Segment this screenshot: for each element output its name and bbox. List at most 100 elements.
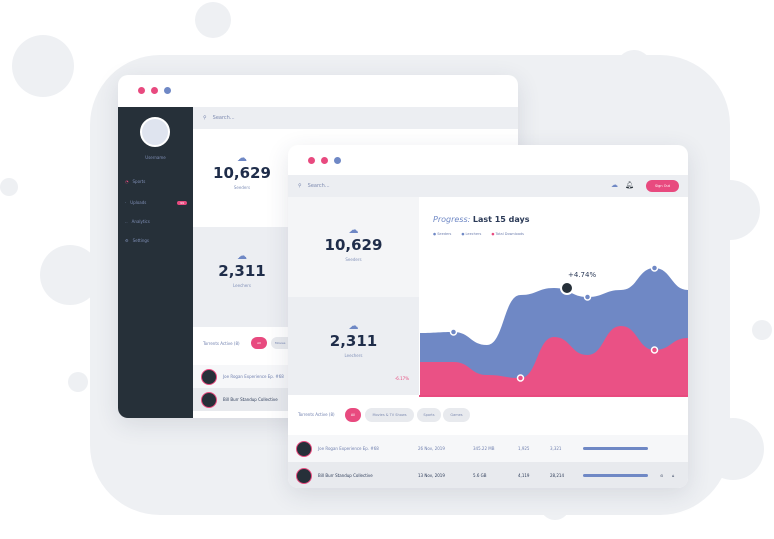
search-icon: ⚲ [298,183,302,189]
minimize-dot[interactable] [321,157,328,164]
upload-cloud-icon: ☁ [348,225,359,236]
filter-sports[interactable]: Sports [417,408,441,422]
bg-circle [0,178,18,196]
chart-annotation: +4.74% [568,271,596,279]
filter-all[interactable]: All [345,408,361,422]
nav-label: Settings [132,238,149,243]
row-progress-bar [583,447,648,450]
sign-out-button[interactable]: Sign Out [646,180,679,192]
bg-circle [12,35,74,97]
bell-icon[interactable]: 🔔︎ [625,181,634,189]
downloads-area [420,326,688,395]
sidebar: Username ◔ Sports · Uploads 99 ‥ Analytics ⚙… [118,107,193,418]
front-window: ⚲ Search... ☁ 🔔︎ Sign Out ☁ 10,629 Seeders … [288,145,688,488]
row-progress-bar [583,474,648,477]
row-uploads: 3,321 [550,446,562,451]
row-uploads: 28,214 [550,473,564,478]
close-dot[interactable] [308,157,315,164]
row-name: Bill Burr Standup Collective [223,397,278,402]
bg-circle [686,128,706,148]
minimize-dot[interactable] [151,87,158,94]
highlight-point[interactable] [560,281,574,295]
leechers-label: Leechers [232,283,251,288]
chart-title: Progress: Last 15 days [433,215,530,224]
sidebar-item-settings[interactable]: ⚙ Settings [125,238,187,243]
data-point[interactable] [583,293,592,301]
bg-circle [40,245,100,305]
row-date: 13 Nov, 2019 [418,473,445,478]
seeders-label: Seeders [345,257,362,262]
filter-games[interactable]: Games [443,408,470,422]
seeders-card: ☁ 10,629 Seeders [193,129,291,227]
filter-movies-tv[interactable]: Movies & TV Shows [365,408,414,422]
avatar[interactable] [140,117,170,147]
sidebar-item-sports[interactable]: ◔ Sports [125,179,187,184]
bg-circle [68,372,88,392]
active-heading: Torrents Active (8) [203,341,240,346]
upload-cloud-icon: ☁ [237,153,247,164]
sidebar-item-analytics[interactable]: ‥ Analytics [125,219,187,224]
row-name: Joe Rogan Experience Ep. #68 [223,374,284,379]
badge: 99 [177,200,187,205]
progress-line [419,395,688,397]
row-avatar [201,391,217,408]
maximize-dot[interactable] [334,157,341,164]
bg-circle [752,320,772,340]
leechers-card: ☁ 2,311 Leechers -6.17% [288,297,419,395]
search-placeholder: Search... [307,183,330,189]
row-size: 345.22 MB [473,446,495,451]
search-input[interactable]: ⚲ Search... [193,107,518,129]
bg-circle [195,2,231,38]
chart-title-prefix: Progress: [433,215,471,224]
chart-icon: ‥ [125,219,128,224]
legend-downloads: ● Total Downloads [491,232,525,236]
leechers-value: 2,311 [329,332,378,350]
leechers-card: ☁ 2,311 Leechers [193,227,291,327]
filter-all[interactable]: All [251,337,267,349]
maximize-dot[interactable] [164,87,171,94]
table-row[interactable]: Joe Rogan Experience Ep. #68 26 Nov, 201… [288,435,688,462]
seeders-label: Seeders [233,185,251,190]
search-placeholder: Search... [212,115,235,121]
gauge-icon: ◔ [125,179,129,184]
legend-leechers: ● Leechers [461,232,482,236]
row-downloads: 4,119 [518,473,530,478]
seeders-card: ☁ 10,629 Seeders [288,197,419,297]
row-avatar [296,440,312,457]
table-row[interactable]: Bill Burr Standup Collective 13 Nov, 201… [288,462,688,488]
chart-title-range: Last 15 days [472,215,530,224]
chart-legend: ● Seeders ● Leechers ● Total Downloads [433,232,524,236]
upload-icon: · [125,200,127,205]
nav-label: Uploads [130,200,147,205]
nav-label: Sports [132,179,146,184]
gear-icon: ⚙ [125,238,129,243]
area-chart: +4.74% [420,264,688,395]
download-cloud-icon: ☁ [348,321,359,332]
row-name: Bill Burr Standup Collective [318,473,373,478]
bg-circle [616,50,652,86]
pause-icon[interactable]: ⊙ [660,473,664,478]
data-point[interactable] [516,374,525,382]
row-downloads: 1,925 [518,446,530,451]
sidebar-item-uploads[interactable]: · Uploads 99 [125,200,187,205]
window-controls [138,87,171,94]
delete-icon[interactable]: ⌂ [672,473,675,478]
row-avatar [201,368,217,385]
data-point[interactable] [449,328,458,336]
leechers-change: -6.17% [394,376,409,381]
active-heading: Torrents Active (8) [298,412,335,417]
bg-circle [702,418,764,480]
seeders-value: 10,629 [213,164,271,182]
data-point[interactable] [650,264,659,272]
upload-icon[interactable]: ☁ [611,181,618,189]
seeders-value: 10,629 [324,236,383,254]
row-name: Joe Rogan Experience Ep. #68 [318,446,379,451]
window-controls [308,157,341,164]
data-point[interactable] [650,346,659,354]
user-name: Username [145,155,166,160]
close-dot[interactable] [138,87,145,94]
download-cloud-icon: ☁ [237,251,247,262]
row-size: 5.6 GB [473,473,487,478]
nav-label: Analytics [131,219,150,224]
search-input[interactable]: ⚲ Search... [288,175,688,197]
